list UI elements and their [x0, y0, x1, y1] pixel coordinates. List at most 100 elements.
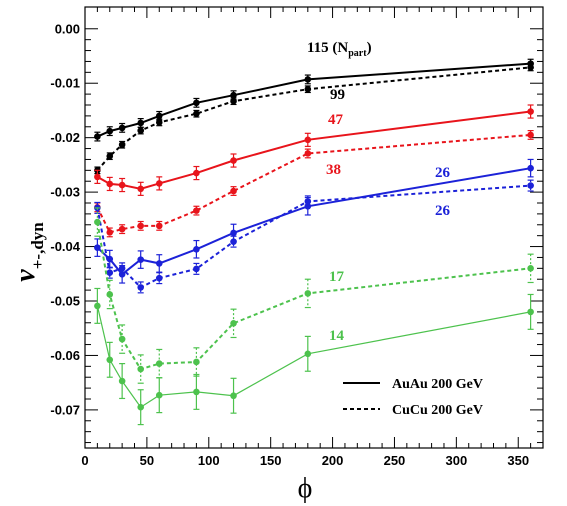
series-label: 17 — [329, 269, 345, 285]
data-point — [527, 308, 534, 316]
data-point — [230, 229, 237, 237]
data-point — [193, 169, 200, 177]
series-2 — [94, 104, 534, 196]
data-point — [118, 141, 126, 149]
data-point — [193, 207, 200, 214]
data-point — [106, 152, 114, 160]
data-point — [230, 320, 237, 327]
data-point — [94, 218, 101, 226]
data-point — [155, 360, 163, 367]
data-point — [137, 284, 145, 291]
axis-ticks: 0 50 100 150 200 250 300 350 0.00 -0.01 -0.02 -0.03… — [50, 7, 543, 468]
data-point — [193, 245, 200, 253]
data-point — [106, 269, 114, 276]
data-point — [155, 391, 163, 399]
data-point — [230, 91, 237, 99]
data-point — [155, 274, 163, 282]
legend-label-auau: AuAu 200 GeV — [392, 377, 483, 392]
data-point — [94, 133, 101, 140]
x-tick-label: 300 — [445, 453, 467, 468]
x-tick-label: 50 — [140, 453, 154, 468]
series-line — [96, 221, 531, 371]
data-point — [94, 173, 101, 181]
data-point — [106, 356, 114, 364]
series-label: 14 — [329, 328, 345, 344]
data-point — [155, 119, 163, 126]
data-point — [106, 127, 114, 135]
data-point — [106, 291, 114, 298]
data-point — [106, 229, 114, 236]
data-point — [230, 157, 237, 164]
data-point — [118, 265, 126, 272]
data-point — [304, 198, 312, 205]
data-point — [137, 256, 145, 263]
svg-text:ν+-,dyn: ν+-,dyn — [10, 222, 47, 282]
data-point — [527, 265, 534, 272]
legend-label-cucu: CuCu 200 GeV — [392, 403, 483, 418]
data-point — [137, 119, 145, 127]
data-point — [230, 97, 237, 105]
data-point — [304, 76, 312, 83]
x-tick-label: 150 — [260, 453, 282, 468]
data-point — [304, 85, 312, 93]
data-point — [118, 181, 126, 189]
data-point — [106, 180, 114, 188]
data-point — [527, 131, 534, 139]
series-layer — [94, 58, 534, 426]
legend: AuAu 200 GeV CuCu 200 GeV — [343, 377, 483, 418]
series-label: 47 — [328, 112, 344, 128]
data-point — [193, 110, 200, 118]
data-point — [118, 377, 126, 385]
data-point — [94, 302, 101, 310]
y-axis-title-main: ν — [10, 269, 41, 282]
data-point — [155, 112, 163, 120]
series-6 — [94, 207, 534, 384]
data-point — [230, 238, 237, 245]
data-point — [106, 255, 114, 263]
y-axis-title-sub: +-,dyn — [28, 222, 47, 270]
data-point — [155, 180, 163, 187]
data-point — [230, 187, 237, 195]
series-7 — [94, 287, 534, 426]
series-1 — [94, 63, 534, 175]
data-point — [304, 136, 312, 144]
data-point — [137, 185, 145, 193]
data-point — [137, 403, 145, 411]
series-label: 115 (Npart) — [307, 40, 372, 59]
y-tick-label: -0.06 — [50, 348, 80, 363]
y-tick-label: -0.05 — [50, 294, 80, 309]
data-point — [118, 225, 126, 233]
x-tick-label: 0 — [81, 453, 88, 468]
data-point — [304, 290, 312, 297]
data-point — [137, 127, 145, 134]
data-point — [155, 222, 163, 230]
series-label: 38 — [326, 162, 341, 178]
series-label: 26 — [435, 165, 451, 181]
x-tick-label: 250 — [384, 453, 406, 468]
data-point — [304, 350, 312, 358]
data-point — [193, 388, 200, 396]
y-tick-label: -0.02 — [50, 130, 80, 145]
data-point — [155, 260, 163, 267]
data-point — [118, 124, 126, 132]
y-tick-label: 0.00 — [55, 21, 80, 36]
x-tick-label: 100 — [198, 453, 220, 468]
data-point — [94, 244, 101, 251]
data-point — [137, 365, 145, 373]
y-tick-label: -0.07 — [50, 402, 80, 417]
data-point — [527, 64, 534, 71]
data-point — [304, 150, 312, 157]
series-labels: 115 (Npart) 99 47 38 26 26 17 14 — [307, 40, 451, 344]
data-point — [193, 99, 200, 107]
plot-frame — [84, 6, 544, 449]
data-point — [193, 358, 200, 366]
x-tick-label: 200 — [322, 453, 344, 468]
data-point — [527, 108, 534, 115]
y-tick-label: -0.03 — [50, 185, 80, 200]
data-point — [193, 265, 200, 273]
x-axis-title: ϕ — [298, 473, 313, 504]
y-tick-label: -0.04 — [50, 239, 80, 254]
data-point — [118, 335, 126, 343]
data-point — [527, 164, 534, 172]
